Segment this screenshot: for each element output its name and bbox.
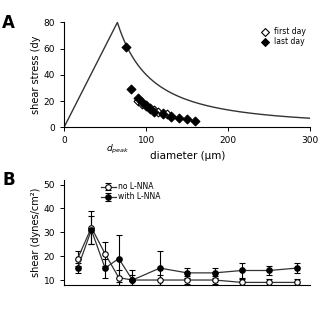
Point	[160, 112, 165, 117]
Point	[123, 45, 128, 50]
Point	[164, 112, 169, 117]
Y-axis label: shear stress (dy: shear stress (dy	[31, 36, 41, 114]
Point	[135, 96, 140, 101]
Point	[152, 108, 157, 113]
Point	[168, 114, 173, 119]
Point	[193, 118, 198, 123]
Point	[140, 101, 145, 106]
Text: $d_{peak}$: $d_{peak}$	[106, 143, 129, 156]
Point	[129, 87, 134, 92]
Text: A: A	[3, 14, 15, 32]
X-axis label: diameter (μm): diameter (μm)	[149, 151, 225, 161]
Point	[185, 117, 190, 122]
Text: B: B	[3, 172, 15, 189]
Point	[160, 110, 165, 116]
Point	[144, 102, 149, 108]
Point	[152, 109, 157, 114]
Point	[140, 100, 145, 105]
Point	[144, 104, 149, 109]
Legend: first day, last day: first day, last day	[256, 26, 307, 47]
Point	[148, 105, 153, 110]
Point	[156, 109, 161, 114]
Point	[168, 113, 173, 118]
Y-axis label: shear (dynes/cm²): shear (dynes/cm²)	[31, 188, 41, 277]
Point	[148, 107, 153, 112]
Point	[135, 99, 140, 104]
Legend: no L-NNA, with L-NNA: no L-NNA, with L-NNA	[100, 181, 162, 202]
Point	[176, 116, 181, 121]
